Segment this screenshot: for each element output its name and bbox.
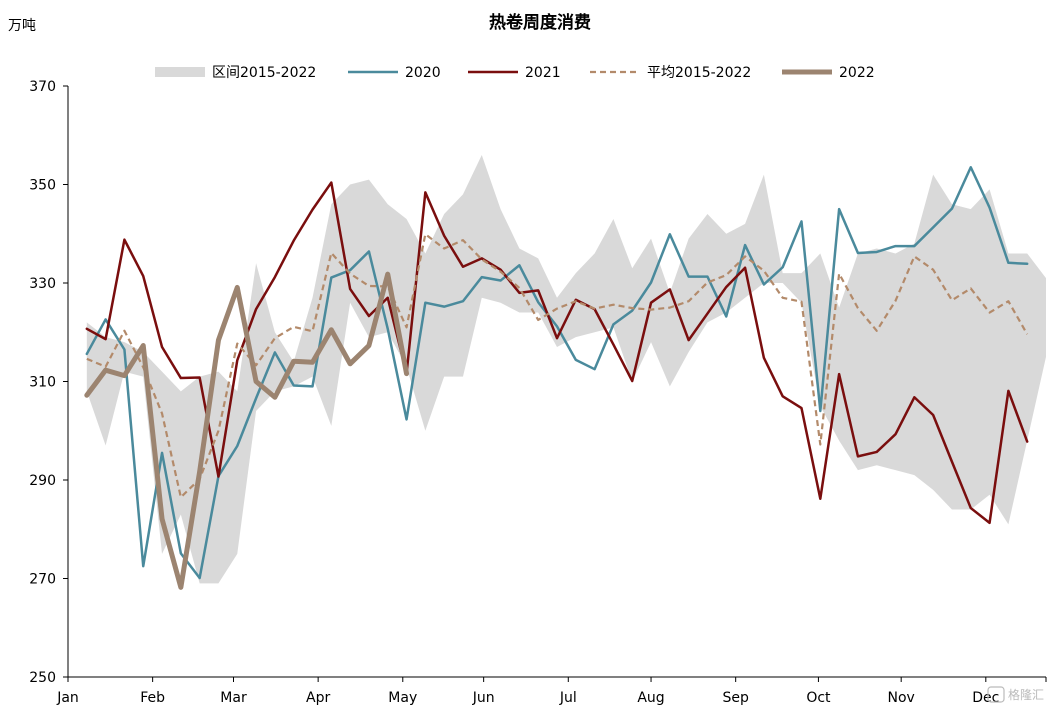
- x-tick-label: Jan: [56, 690, 79, 706]
- watermark-text: 格隆汇: [1008, 687, 1044, 702]
- x-tick-label: Sep: [722, 690, 749, 706]
- series-line-2021: [85, 181, 1029, 525]
- y-tick-label: 350: [29, 178, 56, 194]
- x-tick-label: May: [388, 690, 417, 706]
- y-axis-unit: 万吨: [8, 18, 36, 34]
- plot-area: [84, 154, 1047, 590]
- watermark: 格隆汇: [987, 686, 1044, 703]
- y-tick-label: 250: [29, 670, 56, 686]
- y-tick-label: 310: [29, 375, 56, 391]
- range-band: [86, 154, 1047, 584]
- y-tick-label: 270: [29, 572, 56, 588]
- legend-label: 2022: [839, 65, 875, 81]
- watermark-logo-icon: [987, 686, 1005, 703]
- y-tick-label: 290: [29, 473, 56, 489]
- x-tick-label: Apr: [306, 690, 330, 706]
- series-line-平均2015-2022: [86, 233, 1029, 499]
- x-tick-label: Feb: [140, 690, 165, 706]
- legend-swatch-band: [155, 67, 205, 77]
- series-line-2020: [85, 166, 1029, 580]
- legend-label: 2021: [525, 65, 561, 81]
- x-tick-label: Dec: [972, 690, 999, 706]
- x-tick-label: Mar: [220, 690, 247, 706]
- x-tick-label: Nov: [888, 690, 915, 706]
- x-tick-label: Jun: [472, 690, 495, 706]
- legend: 区间2015-2022 2020 2021 平均2015-2022 2022: [155, 65, 875, 81]
- chart-title: 热卷周度消费: [489, 12, 591, 33]
- legend-label: 区间2015-2022: [212, 65, 316, 81]
- x-tick-label: Aug: [637, 690, 664, 706]
- legend-label: 平均2015-2022: [647, 65, 751, 81]
- x-tick-label: Jul: [559, 690, 577, 706]
- x-tick-label: Oct: [806, 690, 831, 706]
- y-tick-label: 330: [29, 276, 56, 292]
- series-line-2022: [84, 271, 410, 590]
- y-tick-label: 370: [29, 79, 56, 95]
- legend-label: 2020: [405, 65, 441, 81]
